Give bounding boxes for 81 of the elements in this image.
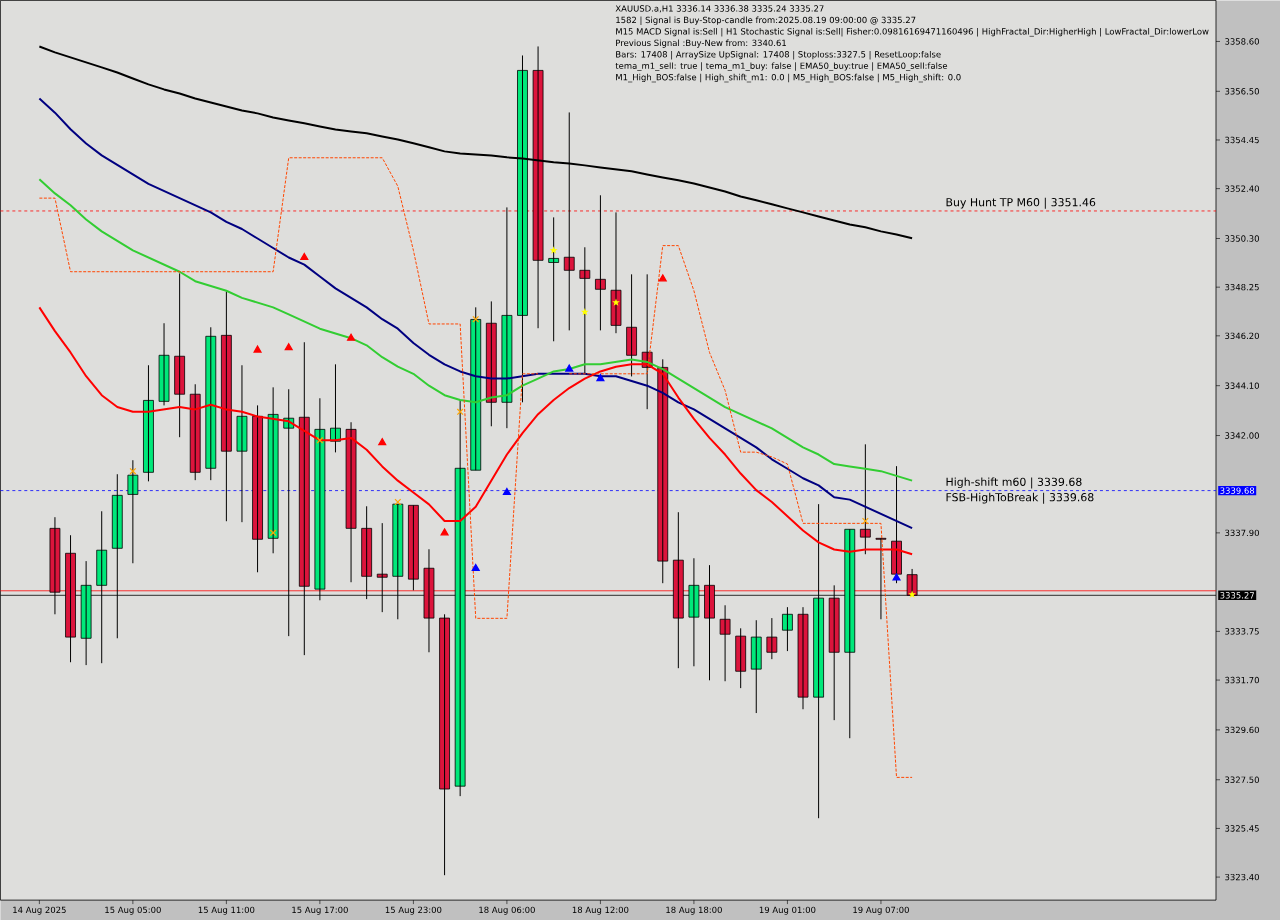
annotation: Buy Hunt TP M60 | 3351.46 bbox=[946, 197, 1096, 209]
point bbox=[471, 563, 480, 572]
x-tick-label: 15 Aug 23:00 bbox=[385, 906, 442, 915]
candlestick bbox=[719, 604, 731, 682]
point bbox=[596, 373, 605, 382]
y-tick-label: 3354.45 bbox=[1225, 136, 1259, 144]
x-tick-label: 15 Aug 17:00 bbox=[292, 906, 348, 915]
annotation: Previous Signal :Buy-New from: 3340.61 bbox=[616, 39, 786, 48]
point bbox=[502, 487, 511, 496]
y-tick-label: 3356.50 bbox=[1225, 88, 1259, 95]
y-tick-label: 3342.00 bbox=[1225, 432, 1259, 439]
x-tick-label: 18 Aug 12:00 bbox=[572, 906, 629, 915]
point bbox=[284, 343, 293, 351]
y-tick-label: 3346.20 bbox=[1225, 332, 1259, 339]
annotation: 1582 | Signal is Buy-Stop-candle from:2025.08.19 09:00:00 @ 3335.27 bbox=[616, 16, 916, 25]
point bbox=[316, 436, 324, 444]
candlestick bbox=[595, 194, 606, 331]
point bbox=[612, 298, 620, 306]
candlestick bbox=[797, 606, 809, 710]
candlestick bbox=[766, 617, 778, 660]
point bbox=[658, 274, 667, 282]
text: XAUUSD.a,H1 3336.14 3336.38 3335.24 3335.27 bbox=[615, 5, 824, 13]
point bbox=[581, 308, 589, 316]
y-tick-label: 3352.40 bbox=[1225, 185, 1259, 192]
candlestick bbox=[579, 246, 591, 374]
point bbox=[378, 438, 387, 446]
x-tick-label: 15 Aug 05:00 bbox=[105, 906, 161, 915]
candlestick bbox=[782, 606, 793, 652]
candlestick bbox=[252, 404, 263, 573]
candlestick bbox=[189, 383, 201, 481]
y-tick-label: 3358.60 bbox=[1225, 38, 1259, 45]
candlestick bbox=[548, 216, 560, 342]
candlestick bbox=[143, 364, 154, 482]
y-tick-label: 3329.60 bbox=[1225, 726, 1259, 734]
y-tick-label: 3325.45 bbox=[1225, 825, 1259, 832]
point bbox=[440, 528, 449, 536]
candlestick bbox=[158, 322, 170, 406]
ref-line-label: 3339.68 bbox=[1220, 487, 1255, 494]
candlestick bbox=[439, 613, 450, 876]
point bbox=[892, 573, 901, 581]
point bbox=[908, 590, 916, 598]
x-tick-label: 19 Aug 01:00 bbox=[759, 906, 816, 915]
x-tick-label: 19 Aug 07:00 bbox=[853, 906, 909, 915]
candlestick bbox=[657, 358, 669, 584]
annotation: FSB-HighToBreak | 3339.68 bbox=[946, 492, 1094, 504]
point bbox=[253, 345, 262, 353]
y-tick-label: 3333.75 bbox=[1225, 628, 1259, 635]
y-tick-label: 3337.90 bbox=[1225, 529, 1259, 537]
annotation: M15 MACD Signal is:Sell | H1 Stochastic Signal is:Sell| Fisher:0.09816169471160496 | HighFractal_Dir:HigherHigh | LowFractal_Dir:lowerLow bbox=[616, 27, 1209, 37]
x-tick-label: 18 Aug 18:00 bbox=[666, 906, 722, 915]
point bbox=[565, 364, 574, 372]
annotation: Bars: 17408 | ArraySize UpSignal: 17408 | Stoploss:3327.5 | ResetLoop:false bbox=[616, 50, 941, 60]
y-tick-label: 3350.30 bbox=[1225, 235, 1259, 242]
y-tick-label: 3327.50 bbox=[1225, 776, 1259, 783]
y-tick-label: 3331.70 bbox=[1225, 676, 1259, 684]
annotation: M1_High_BOS:false | High_shift_m1: 0.0 | M5_High_BOS:false | M5_High_shift: 0.0 bbox=[616, 73, 961, 83]
ref-line-label: 3335.27 bbox=[1220, 592, 1254, 599]
candlestick bbox=[345, 421, 357, 583]
point bbox=[300, 252, 309, 261]
point bbox=[549, 246, 558, 254]
candlestick bbox=[750, 619, 762, 714]
x-tick-label: 15 Aug 11:00 bbox=[198, 906, 255, 915]
point bbox=[347, 333, 356, 341]
candlestick bbox=[626, 273, 637, 377]
x-tick-label: 18 Aug 06:00 bbox=[479, 906, 535, 915]
candlestick bbox=[220, 290, 232, 522]
candlestick bbox=[205, 326, 217, 481]
candlestick bbox=[859, 443, 871, 555]
point bbox=[394, 498, 402, 506]
y-tick-label: 3348.25 bbox=[1225, 283, 1259, 291]
candlestick bbox=[408, 504, 419, 591]
candlestick bbox=[735, 627, 747, 689]
y-tick-label: 3323.40 bbox=[1225, 873, 1259, 881]
candlestick bbox=[236, 364, 248, 523]
candlestick bbox=[174, 272, 186, 438]
x-tick-label: 14 Aug 2025 bbox=[13, 906, 66, 915]
y-tick-label: 3344.10 bbox=[1225, 382, 1259, 389]
candlestick bbox=[610, 211, 622, 334]
point bbox=[861, 517, 869, 525]
annotation: tema_m1_sell: true | tema_m1_buy: false | EMA50_buy:true | EMA50_sell:false bbox=[615, 62, 948, 71]
annotation: High-shift m60 | 3339.68 bbox=[946, 477, 1082, 489]
